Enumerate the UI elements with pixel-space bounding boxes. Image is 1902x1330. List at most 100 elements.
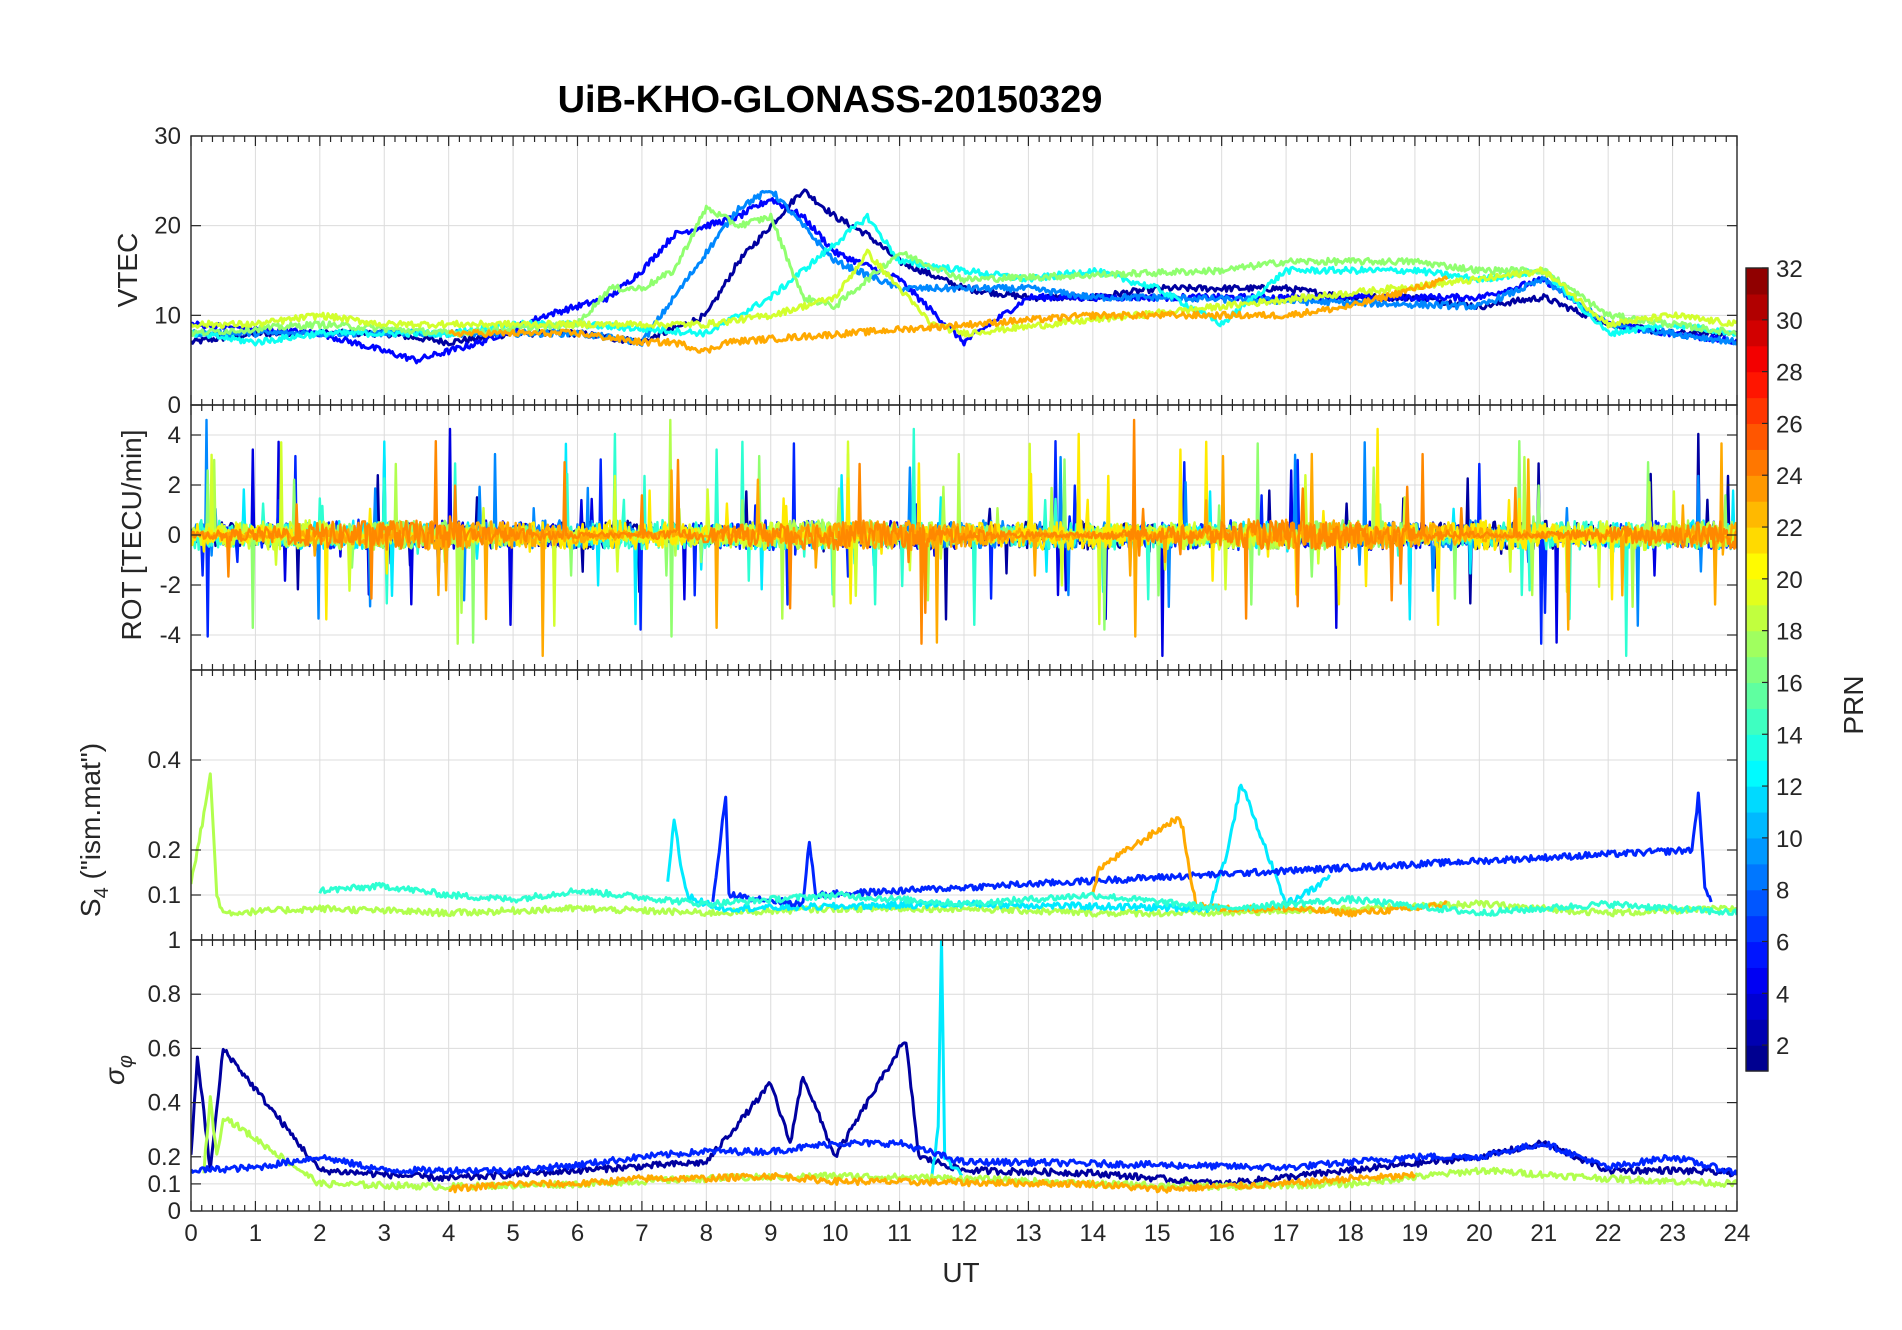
colorbar-swatch [1746,319,1768,347]
series-group [191,772,1737,918]
x-tick-label: 9 [764,1220,777,1247]
colorbar-frame [1745,267,1769,1072]
colorbar-swatch [1746,863,1768,891]
colorbar-swatch [1746,1045,1768,1072]
colorbar-swatch [1746,371,1768,399]
series-prn-6 [191,1139,1737,1176]
colorbar-tick-label: 8 [1776,878,1789,905]
series-group [191,418,1737,658]
colorbar-tick-label: 10 [1776,826,1803,853]
colorbar-tick-label: 28 [1776,360,1803,387]
colorbar-swatch [1746,293,1768,321]
colorbar-tick-label: 22 [1776,515,1803,542]
series-prn-17 [191,204,1737,338]
x-tick-label: 6 [571,1220,584,1247]
x-tick-label: 12 [951,1220,978,1247]
series-prn-18 [191,772,1737,918]
x-tick-label: 17 [1273,1220,1300,1247]
colorbar-tick-label: 24 [1776,463,1803,490]
sigma-phi-axis-label: σφ [99,1055,137,1085]
y-tick-label: 0.2 [148,837,181,864]
x-tick-label: 18 [1337,1220,1364,1247]
x-tick-label: 21 [1530,1220,1557,1247]
y-tick-label: 0.1 [148,1171,181,1198]
x-tick-label: 0 [184,1220,197,1247]
colorbar-tick-label: 30 [1776,308,1803,335]
colorbar-tick-label: 20 [1776,567,1803,594]
colorbar-tick-label: 6 [1776,929,1789,956]
colorbar-swatch [1746,889,1768,917]
x-tick-label: 23 [1659,1220,1686,1247]
x-tick-label: 14 [1079,1220,1106,1247]
rot-panel: -4 -2 0 2 4 [160,404,1738,671]
colorbar-swatch [1746,345,1768,373]
colorbar-tick-label: 14 [1776,722,1803,749]
colorbar-swatch [1746,578,1768,606]
colorbar-swatch [1746,449,1768,476]
y-tick-label: 30 [154,123,181,150]
series-prn-23 [448,1171,1417,1194]
x-tick-label: 5 [506,1220,519,1247]
colorbar-tick-label: 18 [1776,619,1803,646]
x-tick-label: 1 [249,1220,262,1247]
y-tick-label: 0 [168,1198,181,1225]
x-tick-label: 19 [1402,1220,1429,1247]
colorbar-swatch [1746,604,1768,632]
y-tick-label: 0 [168,392,181,419]
vtec-axis-label: VTEC [112,233,143,308]
colorbar-swatch [1746,967,1768,994]
colorbar-swatch [1746,552,1768,580]
y-tick-label: 4 [168,422,181,449]
colorbar-swatch [1746,915,1768,943]
y-tick-label: 20 [154,213,181,240]
colorbar-swatch [1746,630,1768,658]
colorbar-swatch [1746,811,1768,839]
colorbar-swatch [1746,1019,1768,1046]
y-tick-label: 0.6 [148,1035,181,1062]
x-tick-label: 22 [1595,1220,1622,1247]
chart-title: UiB-KHO-GLONASS-20150329 [558,79,1103,121]
series-group [191,940,1737,1194]
colorbar-tick-label: 16 [1776,670,1803,697]
colorbar-swatch [1746,993,1768,1020]
y-tick-label: 0.2 [148,1144,181,1171]
colorbar-tick-label: 26 [1776,411,1803,438]
series-prn-6 [711,791,1713,908]
colorbar-swatch [1746,475,1768,502]
colorbar-tick-label: 32 [1776,256,1803,283]
y-tick-label: -2 [160,572,181,599]
vtec-panel: 0 10 20 30 [154,123,1738,419]
colorbar-swatch [1746,682,1768,709]
x-tick-label: 2 [313,1220,326,1247]
colorbar-label: PRN [1838,675,1869,734]
colorbar-swatch [1746,268,1768,295]
rot-axis-label: ROT [TECU/min] [116,429,147,640]
series-prn-23 [1091,816,1448,918]
series-prn-14 [318,881,1737,917]
rot-series-prn-24 [191,418,1737,645]
series-prn-5 [191,197,1737,365]
x-tick-label: 10 [822,1220,849,1247]
colorbar-swatch [1746,708,1768,735]
series-prn-23 [448,275,1449,354]
x-tick-label: 15 [1144,1220,1171,1247]
colorbar-swatch [1746,423,1768,450]
y-tick-label: 10 [154,302,181,329]
x-tick-label: 8 [700,1220,713,1247]
x-tick-label: 24 [1724,1220,1751,1247]
colorbar-tick-label: 2 [1776,1033,1789,1060]
colorbar-tick-label: 4 [1776,981,1789,1008]
x-tick-label: 20 [1466,1220,1493,1247]
y-tick-label: 2 [168,472,181,499]
colorbar-swatch [1746,786,1768,813]
x-tick-label: 7 [635,1220,648,1247]
sigma-phi-panel: 00.10.20.40.60.810 1 2 3 4 5 6 7 8 9 10 11 12 13 14 15 1… [148,927,1751,1247]
y-tick-label: 0.1 [148,882,181,909]
colorbar-swatch [1746,527,1768,554]
y-tick-label: 0.4 [148,747,181,774]
x-axis-label: UT [942,1257,979,1288]
colorbar-swatch [1746,734,1768,761]
